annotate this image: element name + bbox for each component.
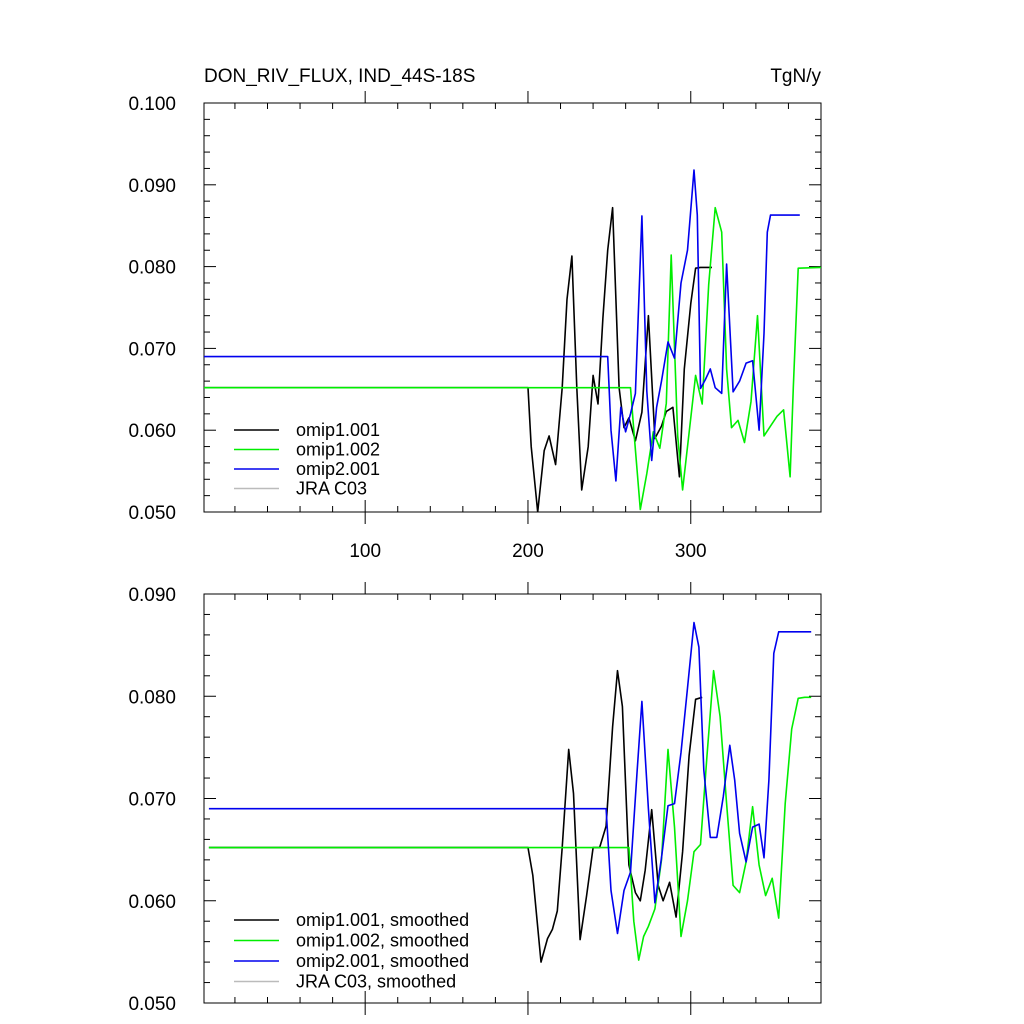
plot-bottom: 0.050 0.060 0.070 0.080 0.090 omip1.001, smo… (128, 582, 822, 1015)
bottom-ytick-label: 0.070 (128, 790, 176, 811)
top-ytick-label: 0.100 (128, 94, 176, 115)
top-series-line-1 (204, 206, 821, 511)
top-xtick-label: 200 (512, 541, 544, 562)
top-series-lines (204, 169, 821, 512)
bottom-series-lines (208, 621, 812, 963)
plot-top: DON_RIV_FLUX, IND_44S-18S TgN/y 100 200 30… (128, 66, 822, 562)
top-ytick-label: 0.070 (128, 339, 176, 360)
top-xtick-label: 100 (349, 541, 381, 562)
bottom-legend-label: omip1.002, smoothed (296, 931, 469, 951)
bottom-series-line-0 (208, 669, 703, 963)
top-legend-label: omip1.002 (296, 440, 380, 460)
bottom-legend-label: omip1.001, smoothed (296, 910, 469, 930)
top-legend-label: JRA C03 (296, 479, 367, 499)
top-ytick-label: 0.050 (128, 503, 176, 524)
top-ytick-label: 0.090 (128, 176, 176, 197)
top-legend-label: omip1.001 (296, 420, 380, 440)
bottom-ytick-label: 0.080 (128, 687, 176, 708)
bottom-ytick-label: 0.060 (128, 892, 176, 913)
top-xtick-label: 300 (675, 541, 707, 562)
bottom-ytick-label: 0.050 (128, 994, 176, 1015)
top-series-line-0 (204, 206, 712, 512)
bottom-legend-label: JRA C03, smoothed (296, 972, 456, 992)
top-axes: 100 200 300 0.050 0.060 0.070 0.080 0.090 0.100 (128, 91, 822, 562)
top-ytick-label: 0.080 (128, 258, 176, 279)
top-units: TgN/y (770, 66, 821, 87)
bottom-axes: 0.050 0.060 0.070 0.080 0.090 (128, 582, 822, 1015)
bottom-legend-label: omip2.001, smoothed (296, 951, 469, 971)
top-ytick-label: 0.060 (128, 421, 176, 442)
top-title: DON_RIV_FLUX, IND_44S-18S (204, 66, 475, 87)
top-plot-frame (203, 102, 822, 513)
top-legend-label: omip2.001 (296, 459, 380, 479)
top-series-line-2 (204, 169, 800, 482)
bottom-series-line-1 (208, 669, 812, 961)
bottom-ytick-label: 0.090 (128, 585, 176, 606)
bottom-series-line-2 (208, 621, 812, 935)
